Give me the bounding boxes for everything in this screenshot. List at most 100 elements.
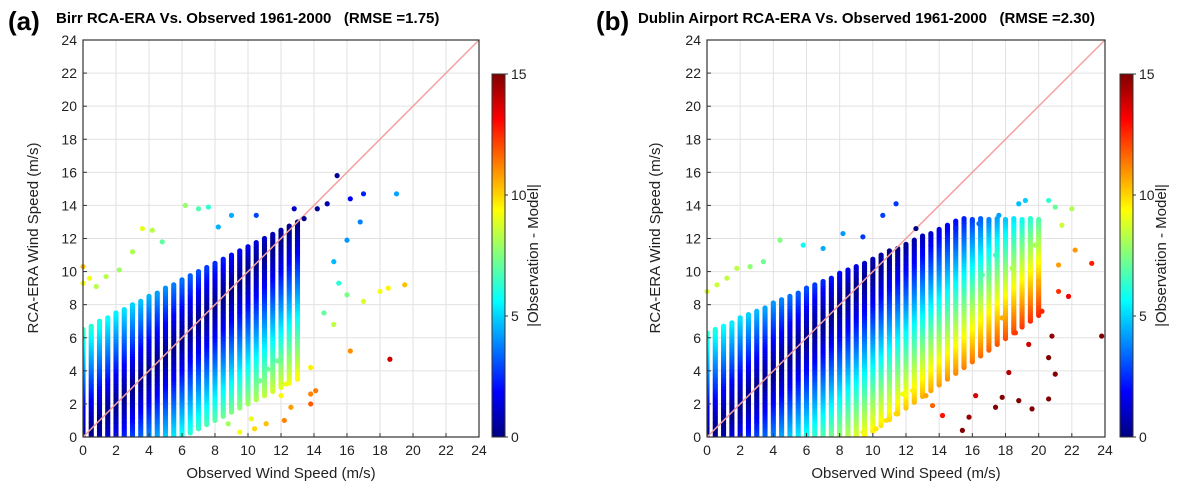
scatter-point [205,204,211,210]
x-tick-label: 16 [339,442,355,458]
scatter-point [93,283,99,290]
scatter-point [754,308,760,314]
chart-title-text: Birr RCA-ERA Vs. Observed 1961-2000 [56,10,332,27]
y-tick-label: 12 [61,231,77,247]
scatter-point [712,326,718,333]
scatter-point [308,391,314,397]
scatter-point [385,285,391,291]
scatter-point [837,270,843,276]
scatter-point [331,259,337,265]
scatter-point [248,416,254,422]
scatter-point [263,421,269,427]
chart-title: Birr RCA-ERA Vs. Observed 1961-2000 (RMS… [56,10,439,27]
scatter-point [812,282,818,288]
x-tick-label: 14 [306,442,322,458]
panel-label: (b) [596,6,630,36]
scatter-plot-a: 0 2 4 6 8 10 12 14 16 18 20 22 240246810121416182022… [25,32,542,482]
scatter-point [787,293,793,299]
scatter-point [261,235,268,242]
scatter-point [139,225,145,232]
colorbar-tick-label: 0 [511,429,519,445]
scatter-point [347,348,353,354]
colorbar [491,73,506,438]
scatter-point [138,298,144,304]
scatter-point [105,315,111,321]
scatter-point [204,264,210,271]
scatter-point [146,293,152,299]
scatter-point [347,196,353,202]
scatter-point [283,381,289,387]
scatter-point [171,282,177,288]
scatter-point [278,227,284,233]
scatter-point [96,318,103,324]
scatter-point [129,249,136,255]
y-axis-label: RCA-ERA Wind Speed (m/s) [25,143,42,334]
scatter-point [331,321,337,328]
scatter-point [103,273,109,280]
panel-label: (a) [8,6,40,36]
scatter-point [237,248,243,254]
scatter-point [779,297,785,303]
y-tick-label: 20 [61,98,77,114]
x-tick-label: 20 [405,442,421,458]
y-tick-label: 18 [61,131,77,147]
scatter-point [113,310,119,316]
scatter-point [245,244,251,250]
scatter-point [195,206,202,212]
y-tick-label: 8 [69,297,77,313]
scatter-point [803,285,810,291]
scatter-point [121,307,127,313]
rmse-text: (RMSE =2.30) [999,10,1095,27]
scatter-point [828,275,834,281]
x-tick-label: 22 [438,442,454,458]
scatter-point [360,191,367,197]
scatter-point [288,404,294,410]
scatter-point [762,305,768,311]
scatter-point [275,358,281,364]
scatter-point [116,267,122,273]
x-tick-label: 18 [372,442,388,458]
scatter-point [795,290,801,296]
scatter-point [911,237,917,243]
scatter-point [237,429,243,435]
x-tick-label: 8 [211,442,219,458]
scatter-point [324,201,330,207]
y-tick-label: 4 [69,363,77,379]
scatter-point [870,256,876,262]
scatter-point [252,426,258,432]
scatter-point [149,227,155,233]
y-tick-label: 6 [69,330,77,346]
scatter-point [225,421,231,427]
scatter-point [286,223,292,229]
y-tick-label: 10 [61,264,77,280]
scatter-point [321,310,327,316]
scatter-point [903,241,909,247]
y-tick-label: 14 [61,197,77,213]
colorbar-label: |Observation - Model| [525,184,542,327]
scatter-point [878,252,884,258]
scatter-point [344,292,350,298]
scatter-point [720,323,727,329]
chart-title: Dublin Airport RCA-ERA Vs. Observed 1961… [638,10,1095,27]
scatter-point [162,285,169,291]
scatter-point [253,240,259,246]
scatter-point [308,364,314,371]
x-tick-label: 2 [112,442,120,458]
scatter-plot-b: 0 2 4 6 8 10 12 14 16 18 20 22 240246810121416182022… [647,32,1170,482]
x-axis-label: Observed Wind Speed (m/s) [186,465,375,482]
colorbar-tick-label: 5 [511,308,519,324]
scatter-point [707,330,710,336]
x-tick-label: 10 [240,442,256,458]
scatter-point [195,268,202,275]
colorbar-tick-label: 10 [511,187,527,203]
scatter-point [129,302,136,308]
x-tick-label: 6 [178,442,186,458]
scatter-point [215,224,221,230]
scatter-point [212,260,218,266]
scatter-point [886,248,893,254]
colorbar-tick-label: 15 [511,66,527,82]
scatter-point [301,216,307,222]
scatter-point [281,417,287,424]
scatter-point [83,326,86,333]
scatter-point [729,320,735,326]
